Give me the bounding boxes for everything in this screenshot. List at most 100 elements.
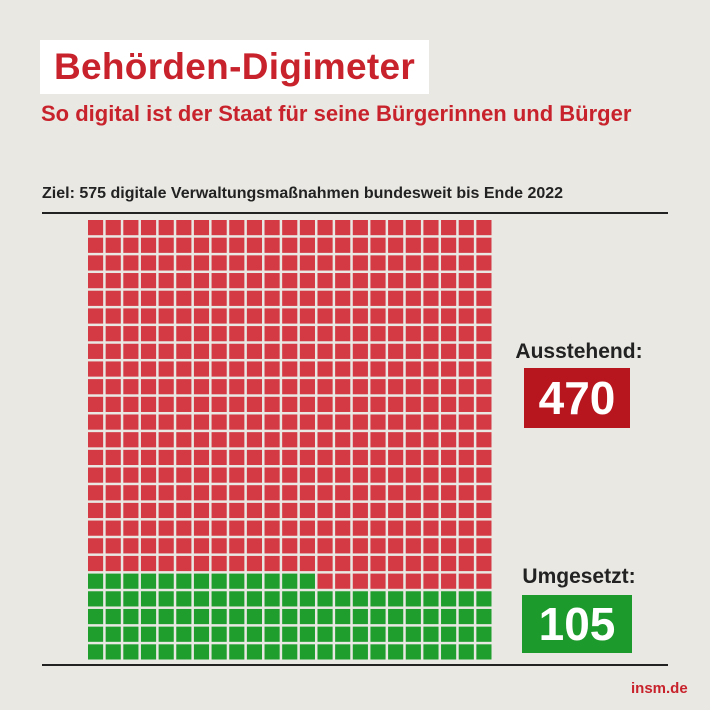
pending-cell bbox=[123, 414, 139, 430]
pending-cell bbox=[335, 220, 351, 236]
done-cell bbox=[264, 573, 280, 589]
pending-cell bbox=[458, 414, 474, 430]
pending-cell bbox=[458, 467, 474, 483]
pending-cell bbox=[370, 273, 386, 289]
pending-cell bbox=[317, 290, 333, 306]
pending-cell bbox=[317, 361, 333, 377]
done-cell bbox=[458, 591, 474, 607]
pending-cell bbox=[264, 520, 280, 536]
done-cell bbox=[158, 573, 174, 589]
done-label: Umgesetzt: bbox=[522, 565, 636, 588]
pending-cell bbox=[211, 555, 227, 572]
pending-cell bbox=[405, 396, 421, 412]
pending-cell bbox=[352, 467, 368, 483]
pending-cell bbox=[335, 343, 351, 359]
pending-cell bbox=[193, 502, 210, 519]
pending-cell bbox=[229, 273, 245, 289]
pending-cell bbox=[476, 361, 492, 377]
pending-cell bbox=[140, 343, 157, 359]
pending-cell bbox=[405, 449, 421, 466]
pending-cell bbox=[211, 308, 227, 324]
pending-cell bbox=[335, 396, 351, 412]
done-cell bbox=[441, 608, 457, 625]
pending-cell bbox=[282, 308, 298, 324]
pending-cell bbox=[299, 255, 315, 271]
pending-cell bbox=[193, 396, 210, 412]
pending-cell bbox=[335, 432, 351, 448]
pending-cell bbox=[441, 361, 457, 377]
pending-cell bbox=[370, 343, 386, 359]
pending-cell bbox=[405, 467, 421, 483]
pending-cell bbox=[193, 220, 210, 236]
pending-cell bbox=[193, 467, 210, 483]
pending-cell bbox=[441, 379, 457, 395]
pending-cell bbox=[317, 467, 333, 483]
pending-cell bbox=[282, 343, 298, 359]
pending-cell bbox=[388, 520, 404, 536]
pending-cell bbox=[282, 520, 298, 536]
pending-cell bbox=[458, 237, 474, 253]
done-cell bbox=[476, 626, 492, 642]
done-cell bbox=[423, 626, 439, 642]
pending-cell bbox=[229, 290, 245, 306]
done-cell bbox=[317, 591, 333, 607]
pending-cell bbox=[211, 237, 227, 253]
pending-cell bbox=[476, 485, 492, 501]
pending-cell bbox=[264, 308, 280, 324]
pending-cell bbox=[458, 343, 474, 359]
pending-cell bbox=[193, 379, 210, 395]
pending-cell bbox=[193, 555, 210, 572]
pending-cell bbox=[123, 538, 139, 554]
pending-cell bbox=[352, 273, 368, 289]
pending-cell bbox=[193, 432, 210, 448]
pending-cell bbox=[246, 502, 263, 519]
brand-link[interactable]: insm.de bbox=[631, 680, 688, 697]
pending-cell bbox=[458, 485, 474, 501]
pending-cell bbox=[246, 396, 263, 412]
pending-cell bbox=[370, 361, 386, 377]
pending-cell bbox=[423, 502, 439, 519]
pending-cell bbox=[388, 555, 404, 572]
done-cell bbox=[388, 608, 404, 625]
top-divider bbox=[42, 212, 668, 214]
pending-cell bbox=[458, 273, 474, 289]
done-cell bbox=[176, 644, 192, 660]
done-cell bbox=[405, 644, 421, 660]
pending-cell bbox=[158, 290, 174, 306]
pending-cell bbox=[140, 396, 157, 412]
pending-cell bbox=[88, 414, 104, 430]
pending-cell bbox=[405, 379, 421, 395]
pending-cell bbox=[405, 361, 421, 377]
pending-cell bbox=[140, 485, 157, 501]
pending-cell bbox=[335, 485, 351, 501]
done-cell bbox=[388, 626, 404, 642]
done-cell bbox=[388, 591, 404, 607]
done-cell bbox=[299, 608, 315, 625]
pending-cell bbox=[282, 237, 298, 253]
done-cell bbox=[123, 573, 139, 589]
pending-cell bbox=[282, 467, 298, 483]
pending-cell bbox=[282, 326, 298, 342]
done-cell bbox=[264, 626, 280, 642]
pending-cell bbox=[317, 237, 333, 253]
pending-cell bbox=[299, 308, 315, 324]
done-cell bbox=[317, 626, 333, 642]
pending-value-badge: 470 bbox=[524, 368, 630, 428]
pending-cell bbox=[246, 432, 263, 448]
pending-cell bbox=[176, 255, 192, 271]
pending-cell bbox=[140, 237, 157, 253]
pending-cell bbox=[158, 361, 174, 377]
pending-cell bbox=[229, 414, 245, 430]
pending-cell bbox=[246, 538, 263, 554]
pending-cell bbox=[317, 343, 333, 359]
pending-cell bbox=[211, 220, 227, 236]
pending-cell bbox=[352, 449, 368, 466]
pending-cell bbox=[441, 326, 457, 342]
pending-cell bbox=[405, 573, 421, 589]
pending-cell bbox=[105, 502, 121, 519]
pending-cell bbox=[370, 326, 386, 342]
pending-cell bbox=[123, 432, 139, 448]
pending-cell bbox=[405, 414, 421, 430]
pending-cell bbox=[476, 502, 492, 519]
pending-cell bbox=[282, 290, 298, 306]
